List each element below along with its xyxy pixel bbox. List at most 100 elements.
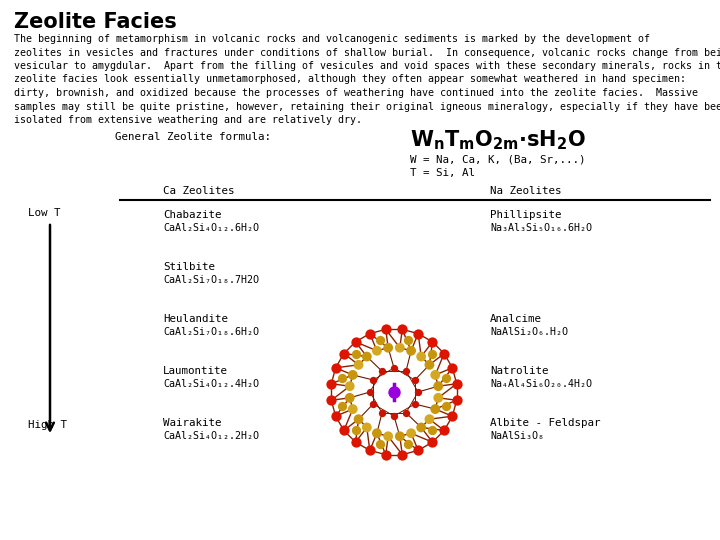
Point	[415, 352, 427, 361]
Text: Stilbite: Stilbite	[163, 262, 215, 272]
Point	[374, 440, 386, 448]
Point	[367, 376, 379, 384]
Point	[382, 343, 394, 352]
Point	[423, 415, 435, 423]
Point	[371, 347, 382, 355]
Point	[430, 370, 441, 379]
Point	[388, 411, 400, 420]
Point	[344, 394, 356, 402]
Point	[397, 450, 408, 459]
Text: NaAlSi₃O₈: NaAlSi₃O₈	[490, 431, 544, 441]
Point	[409, 400, 420, 408]
Text: Na₄Al₄Si₆O₂₀.4H₂O: Na₄Al₄Si₆O₂₀.4H₂O	[490, 379, 592, 389]
Point	[382, 432, 394, 441]
Point	[338, 349, 350, 358]
Point	[405, 347, 417, 355]
Point	[377, 408, 388, 417]
Text: Chabazite: Chabazite	[163, 210, 222, 220]
Text: Analcime: Analcime	[490, 314, 542, 324]
Text: isolated from extensive weathering and are relatively dry.: isolated from extensive weathering and a…	[14, 115, 362, 125]
Text: CaAl₂Si₇O₁₈.6H₂O: CaAl₂Si₇O₁₈.6H₂O	[163, 327, 259, 337]
Point	[353, 415, 364, 423]
Point	[388, 363, 400, 372]
Point	[371, 429, 382, 437]
Point	[423, 361, 435, 369]
Point	[394, 432, 405, 441]
Point	[433, 394, 444, 402]
Text: Zeolite Facies: Zeolite Facies	[14, 12, 176, 32]
Point	[364, 329, 376, 338]
Point	[397, 325, 408, 334]
Point	[426, 350, 438, 359]
Point	[325, 380, 337, 388]
Text: High T: High T	[28, 420, 67, 430]
Text: CaAl₂Si₇O₁₈.7H2O: CaAl₂Si₇O₁₈.7H2O	[163, 275, 259, 285]
Text: Natrolite: Natrolite	[490, 366, 549, 376]
Point	[400, 408, 412, 417]
Point	[367, 400, 379, 408]
Text: NaAlSi₂O₆.H₂O: NaAlSi₂O₆.H₂O	[490, 327, 568, 337]
Point	[347, 370, 359, 379]
Point	[377, 367, 388, 375]
Point	[413, 388, 424, 396]
Point	[351, 350, 362, 359]
Text: zeolite facies look essentially unmetamorphosed, although they often appear some: zeolite facies look essentially unmetamo…	[14, 75, 686, 84]
Point	[438, 426, 450, 435]
Point	[330, 363, 341, 372]
Text: Laumontite: Laumontite	[163, 366, 228, 376]
Text: zeolites in vesicles and fractures under conditions of shallow burial.  In conse: zeolites in vesicles and fractures under…	[14, 48, 720, 57]
Point	[394, 343, 405, 352]
Point	[400, 367, 412, 375]
Point	[336, 402, 348, 410]
Point	[338, 426, 350, 435]
Point	[440, 374, 451, 382]
Text: Na₃Al₃Si₅O₁₆.6H₂O: Na₃Al₃Si₅O₁₆.6H₂O	[490, 223, 592, 233]
Point	[427, 338, 438, 346]
Point	[361, 423, 372, 432]
Point	[451, 396, 462, 404]
Point	[446, 363, 458, 372]
Point	[350, 338, 361, 346]
Point	[336, 374, 348, 382]
Text: Ca Zeolites: Ca Zeolites	[163, 186, 235, 196]
Text: General Zeolite formula:: General Zeolite formula:	[115, 132, 271, 142]
Text: Albite - Feldspar: Albite - Feldspar	[490, 418, 600, 428]
Point	[415, 423, 427, 432]
Text: Na Zeolites: Na Zeolites	[490, 186, 562, 196]
Point	[440, 402, 451, 410]
Point	[364, 388, 376, 396]
Point	[347, 405, 359, 414]
Text: T = Si, Al: T = Si, Al	[410, 168, 475, 178]
Point	[402, 440, 413, 448]
Text: Low T: Low T	[28, 208, 60, 218]
Text: W = Na, Ca, K, (Ba, Sr,...): W = Na, Ca, K, (Ba, Sr,...)	[410, 154, 585, 164]
Point	[446, 412, 458, 421]
Text: The beginning of metamorphism in volcanic rocks and volcanogenic sediments is ma: The beginning of metamorphism in volcani…	[14, 34, 650, 44]
Point	[451, 380, 462, 388]
Text: CaAl₂Si₄O₁₂.4H₂O: CaAl₂Si₄O₁₂.4H₂O	[163, 379, 259, 389]
Point	[353, 361, 364, 369]
Point	[344, 382, 356, 390]
Point	[361, 352, 372, 361]
Text: vesicular to amygdular.  Apart from the filling of vesicules and void spaces wit: vesicular to amygdular. Apart from the f…	[14, 61, 720, 71]
Point	[430, 405, 441, 414]
Point	[330, 412, 341, 421]
Text: CaAl₂Si₄O₁₂.6H₂O: CaAl₂Si₄O₁₂.6H₂O	[163, 223, 259, 233]
Point	[388, 388, 400, 396]
Point	[427, 438, 438, 447]
Text: samples may still be quite pristine, however, retaining their original igneous m: samples may still be quite pristine, how…	[14, 102, 720, 111]
Point	[380, 450, 392, 459]
Point	[426, 426, 438, 434]
Point	[438, 349, 450, 358]
Point	[413, 446, 424, 455]
Point	[350, 438, 361, 447]
Point	[325, 396, 337, 404]
Point	[402, 336, 413, 345]
Point	[433, 382, 444, 390]
Point	[405, 429, 417, 437]
Point	[374, 336, 386, 345]
Text: Heulandite: Heulandite	[163, 314, 228, 324]
Point	[409, 376, 420, 384]
Point	[380, 325, 392, 334]
Point	[413, 329, 424, 338]
